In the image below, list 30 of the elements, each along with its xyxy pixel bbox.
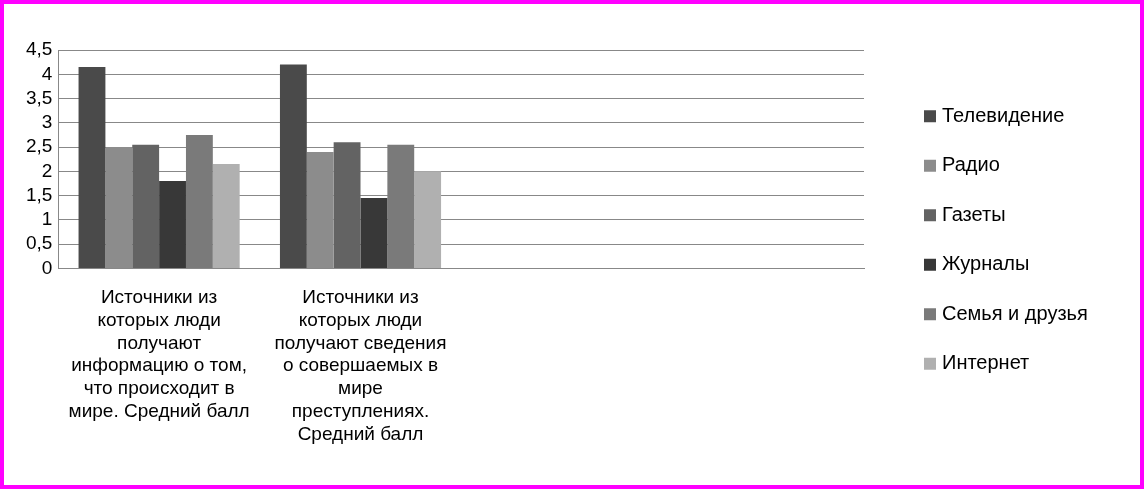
bar bbox=[333, 142, 361, 268]
bar bbox=[159, 181, 186, 268]
y-tick-label: 1 bbox=[41, 208, 53, 230]
bar bbox=[279, 64, 307, 268]
bar bbox=[132, 144, 160, 268]
legend-label: Семья и друзья bbox=[942, 301, 1088, 324]
legend-label: Журналы bbox=[942, 252, 1030, 275]
bar bbox=[360, 198, 388, 268]
x-tick-label: Источники из которых люди получают информацию о том, что происходит в мире. Средний балл bbox=[68, 286, 250, 422]
legend-label: Газеты bbox=[942, 202, 1006, 225]
y-tick-label: 2,5 bbox=[25, 135, 53, 157]
legend-label: Радио bbox=[942, 153, 1000, 176]
legend-label: Интернет bbox=[942, 351, 1030, 374]
y-tick-label: 4 bbox=[41, 62, 53, 84]
bar bbox=[105, 147, 133, 268]
y-tick-label: 1,5 bbox=[25, 183, 53, 205]
y-tick-label: 3,5 bbox=[25, 86, 53, 108]
y-tick-label: 0,5 bbox=[25, 232, 53, 254]
y-tick-label: 3 bbox=[41, 111, 53, 133]
bar bbox=[185, 134, 213, 268]
bar bbox=[78, 66, 106, 268]
y-tick-label: 2 bbox=[41, 159, 53, 181]
bar bbox=[306, 151, 334, 268]
y-tick-label: 0 bbox=[41, 256, 53, 278]
bar bbox=[414, 171, 442, 268]
bar bbox=[212, 164, 240, 268]
y-tick-label: 4,5 bbox=[25, 38, 53, 60]
x-tick-label: Источники из которых люди получают сведения о совершаемых в мире преступлениях. Средний балл bbox=[274, 286, 447, 444]
legend-label: Телевидение bbox=[942, 103, 1065, 126]
bar bbox=[387, 144, 415, 268]
